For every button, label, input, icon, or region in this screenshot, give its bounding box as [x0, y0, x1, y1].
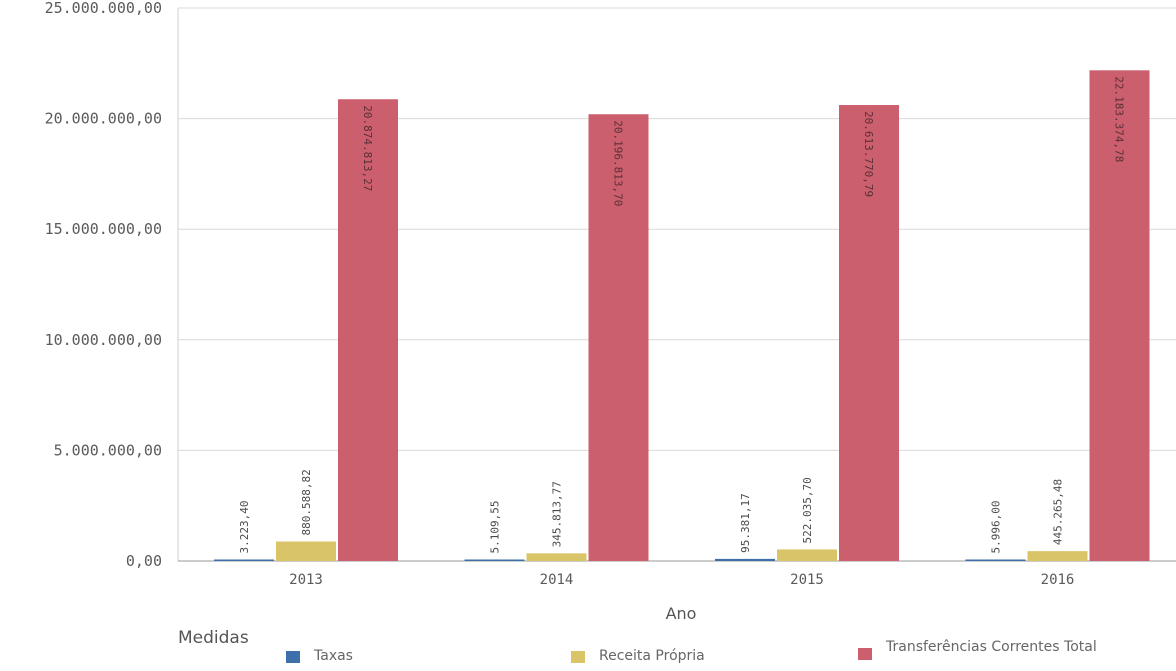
bar[interactable]: [965, 559, 1026, 562]
legend-label-receita-propria: Receita Própria: [599, 648, 705, 664]
legend-item-transferencias[interactable]: Transferências Correntes Total: [858, 626, 1097, 660]
bar[interactable]: [464, 559, 525, 562]
x-tick-label: 2015: [790, 572, 824, 588]
data-label: 345.813,77: [551, 481, 564, 547]
data-label: 445.265,48: [1052, 479, 1065, 545]
bar[interactable]: [526, 553, 587, 561]
data-label: 22.183.374,78: [1113, 76, 1126, 162]
data-label: 95.381,17: [739, 493, 752, 553]
y-tick-label: 0,00: [126, 552, 162, 570]
y-tick-label: 25.000.000,00: [45, 0, 162, 17]
legend-title: Medidas: [178, 628, 249, 648]
data-label: 20.874.813,27: [361, 105, 374, 191]
bar[interactable]: [839, 105, 899, 562]
legend: Medidas Taxas Receita Própria Transferên…: [178, 626, 1168, 670]
bar[interactable]: [1027, 551, 1088, 561]
data-label: 3.223,40: [238, 501, 251, 554]
x-tick-label: 2016: [1041, 572, 1075, 588]
data-label: 522.035,70: [801, 477, 814, 543]
bars: 3.223,40 880.588,82 20.874.813,27 5.109,55 3…: [214, 70, 1150, 562]
bar[interactable]: [777, 549, 837, 561]
y-tick-label: 5.000.000,00: [54, 441, 162, 459]
legend-swatch-transferencias: [858, 648, 872, 660]
legend-swatch-receita-propria: [571, 651, 585, 663]
bar[interactable]: [214, 559, 274, 562]
gridlines: [177, 7, 1176, 562]
bar[interactable]: [1089, 70, 1150, 562]
bar[interactable]: [715, 558, 775, 561]
y-tick-label: 15.000.000,00: [45, 220, 162, 238]
legend-item-taxas[interactable]: Taxas: [286, 626, 353, 663]
bar[interactable]: [338, 99, 398, 561]
y-axis-ticks: 0,00 5.000.000,00 10.000.000,00 15.000.000,…: [45, 0, 162, 570]
legend-label-transferencias: Transferências Correntes Total: [886, 639, 1097, 655]
legend-item-receita-propria[interactable]: Receita Própria: [571, 626, 705, 663]
y-tick-label: 10.000.000,00: [45, 331, 162, 349]
x-tick-label: 2014: [540, 572, 574, 588]
data-label: 20.613.770,79: [862, 111, 875, 197]
data-label: 5.996,00: [990, 501, 1003, 554]
legend-label-taxas: Taxas: [314, 648, 353, 664]
x-axis-ticks: 2013 2014 2015 2016: [289, 572, 1074, 588]
x-tick-label: 2013: [289, 572, 323, 588]
bar[interactable]: [276, 541, 336, 561]
bar[interactable]: [588, 114, 649, 561]
data-label: 5.109,55: [489, 501, 502, 554]
bar-chart: 0,00 5.000.000,00 10.000.000,00 15.000.000,…: [45, 0, 1176, 623]
y-tick-label: 20.000.000,00: [45, 110, 162, 128]
legend-swatch-taxas: [286, 651, 300, 663]
data-label: 20.196.813,70: [612, 120, 625, 206]
x-axis-title: Ano: [666, 604, 697, 623]
data-label: 880.588,82: [300, 469, 313, 535]
